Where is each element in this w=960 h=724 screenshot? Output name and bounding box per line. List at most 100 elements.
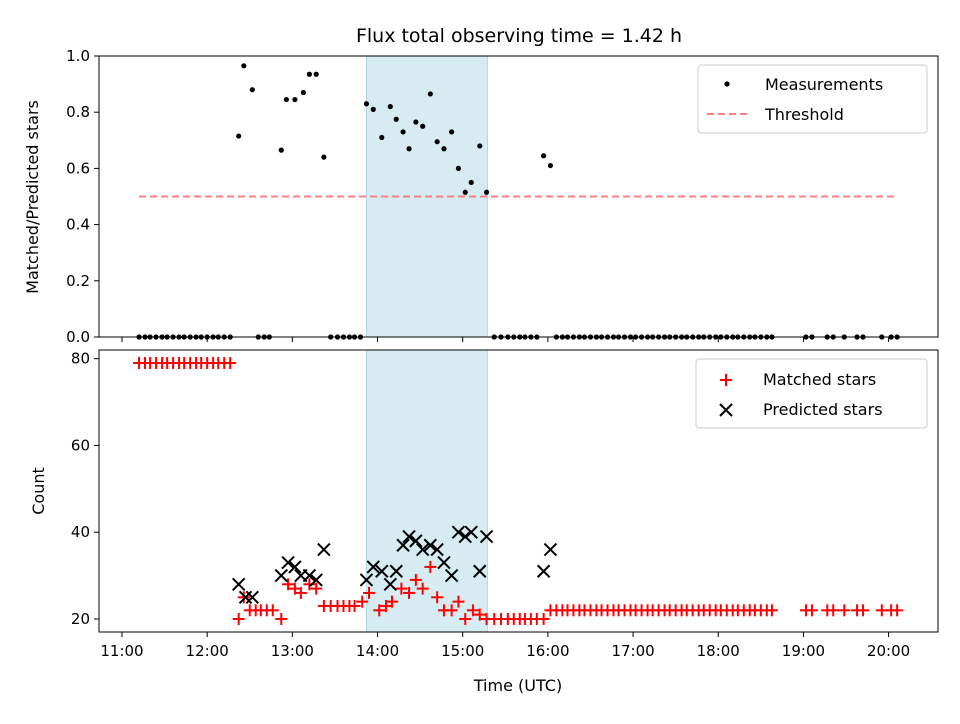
matched-star-point	[537, 612, 550, 625]
top-y-ticks: 0.0 0.2 0.4 0.6 0.8 1.0	[66, 47, 99, 346]
predicted-star-point	[366, 560, 380, 574]
measurement-point	[406, 146, 412, 152]
matched-star-point	[266, 604, 279, 617]
top-x-ticks	[121, 337, 890, 342]
x-tick-label: 12:00	[186, 642, 229, 660]
predicted-star-point	[274, 568, 288, 583]
measurement-point	[370, 106, 376, 112]
predicted-star-point	[389, 564, 403, 578]
x-tick-label: 15:00	[441, 642, 484, 660]
predicted-star-point	[409, 534, 423, 548]
predicted-star-point	[245, 590, 260, 604]
measurement-point	[541, 153, 547, 159]
y-tick-label: 1.0	[66, 47, 90, 65]
bottom-legend-box	[695, 358, 928, 429]
matched-star-point	[373, 604, 386, 617]
measurement-point	[321, 154, 327, 160]
measurement-point	[249, 87, 255, 93]
matched-star-point	[409, 573, 422, 586]
measurement-point	[462, 189, 468, 195]
y-tick-label: 0.8	[66, 103, 90, 121]
matched-star-point	[363, 586, 376, 599]
measurement-point	[400, 129, 406, 135]
legend-threshold-label: Threshold	[764, 105, 844, 124]
matched-star-point	[473, 608, 486, 621]
matched-star-point	[424, 560, 437, 573]
y-tick-label: 0.4	[66, 216, 90, 234]
predicted-star-point	[444, 568, 459, 583]
legend-measurements-marker	[724, 81, 730, 87]
predicted-star-point	[458, 529, 472, 544]
x-tick-label: 18:00	[697, 642, 740, 660]
matched-star-point	[395, 582, 408, 595]
predicted-star-point	[437, 555, 451, 570]
matched-star-point	[224, 357, 237, 370]
predicted-star-point	[415, 542, 430, 557]
matched-star-point	[466, 604, 479, 617]
predicted-star-point	[309, 573, 323, 587]
predicted-star-point	[288, 560, 302, 574]
predicted-star-point	[231, 577, 246, 591]
matched-star-point	[294, 586, 307, 599]
observing-span-bottom	[365, 349, 488, 633]
matched-star-point	[857, 604, 870, 617]
legend-matched-marker	[720, 374, 732, 386]
y-tick-label: 20	[71, 610, 90, 628]
y-tick-label: 0.0	[66, 328, 90, 346]
legend-predicted-marker	[719, 403, 733, 417]
top-y-axis-label: Matched/Predicted stars	[23, 100, 42, 294]
predicted-star-point	[281, 555, 295, 570]
matched-star-point	[431, 591, 444, 604]
predicted-star-point	[402, 529, 416, 544]
matched-star-point	[282, 578, 295, 591]
matched-star-point	[827, 604, 840, 617]
measurement-point	[413, 119, 419, 125]
measurement-point	[393, 116, 399, 122]
y-tick-label: 0.6	[66, 159, 90, 177]
y-tick-label: 60	[71, 436, 90, 454]
measurement-point	[477, 143, 483, 149]
predicted-star-point	[430, 542, 444, 557]
predicted-star-point	[473, 564, 487, 578]
matched-star-point	[303, 578, 316, 591]
x-tick-label: 16:00	[526, 642, 569, 660]
measurement-point	[236, 133, 242, 139]
predicted-star-point	[359, 573, 374, 587]
x-axis-label: Time (UTC)	[473, 676, 562, 695]
predicted-star-point	[302, 568, 317, 583]
matched-star-point	[403, 586, 416, 599]
measurement-point	[363, 101, 370, 107]
measurement-point	[379, 134, 385, 141]
top-panel: 0.0 0.2 0.4 0.6 0.8 1.0 Matched/Predicted sta…	[23, 47, 939, 346]
x-tick-label: 20:00	[867, 642, 910, 660]
matched-star-point	[356, 595, 369, 608]
bottom-y-ticks: 20 40 60 80	[71, 350, 99, 628]
x-tick-label: 13:00	[271, 642, 314, 660]
measurement-point	[547, 162, 554, 169]
predicted-star-point	[479, 529, 494, 544]
measurement-point	[468, 179, 474, 186]
matched-star-point	[348, 599, 361, 612]
measurement-point	[387, 103, 393, 110]
x-tick-label: 17:00	[611, 642, 654, 660]
matched-star-point	[459, 612, 472, 625]
measurement-point	[420, 123, 426, 129]
legend-matched-label: Matched stars	[763, 370, 876, 389]
measurement-point	[449, 129, 455, 135]
bottom-x-ticks: 11:00 12:00 13:00 14:00 15:00 16:00 17:00 18:00…	[100, 632, 910, 660]
measurement-point	[441, 146, 447, 152]
measurement-point	[278, 147, 284, 153]
predicted-star-point	[464, 525, 478, 539]
predicted-star-point	[383, 577, 398, 591]
predicted-star-point	[423, 538, 438, 552]
bottom-y-axis-label: Count	[29, 467, 48, 515]
x-tick-label: 14:00	[356, 642, 399, 660]
top-legend: Measurements Threshold	[697, 64, 928, 134]
bottom-legend: Matched stars Predicted stars	[695, 358, 928, 429]
y-tick-label: 80	[71, 350, 90, 368]
matched-star-point	[275, 612, 288, 625]
legend-measurements-label: Measurements	[765, 75, 883, 94]
predicted-star-point	[451, 525, 466, 539]
